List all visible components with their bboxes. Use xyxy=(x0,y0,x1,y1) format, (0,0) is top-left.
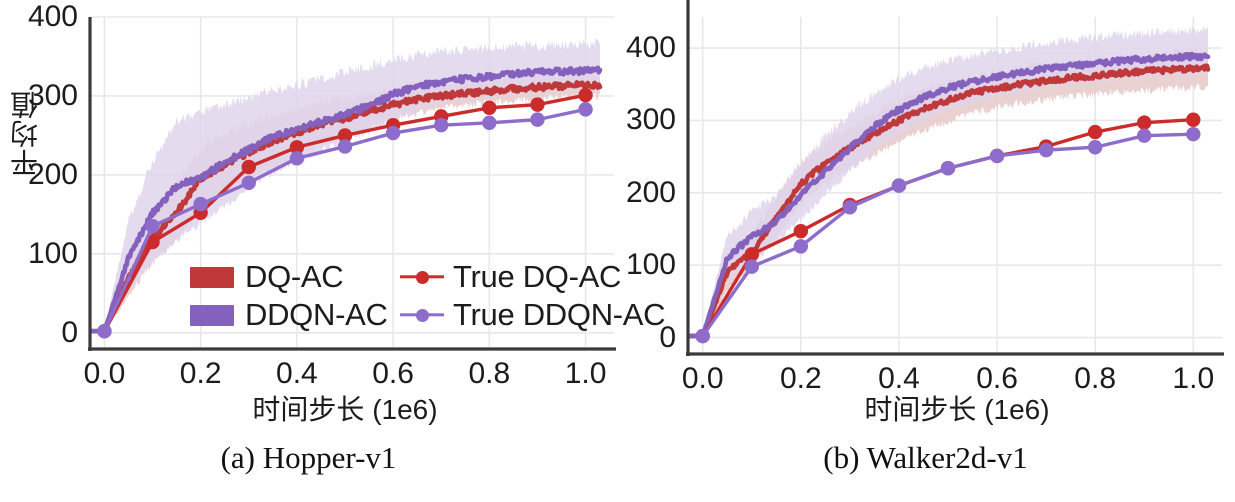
marker-true-dq-ac xyxy=(241,159,256,175)
y-tick-label: 100 xyxy=(27,236,78,270)
marker-true-ddqn-ac xyxy=(337,139,353,154)
marker-true-dq-ac xyxy=(289,140,305,155)
legend-entry-true-ddqn-ac[interactable]: True DDQN-AC xyxy=(400,297,666,333)
marker-true-ddqn-ac xyxy=(989,148,1005,164)
marker-true-ddqn-ac xyxy=(1087,140,1103,155)
y-tick-label: 0 xyxy=(659,320,676,354)
x-axis-label: 时间步长 (1e6) xyxy=(252,394,438,425)
marker-true-dq-ac xyxy=(793,223,809,239)
marker-true-ddqn-ac xyxy=(891,178,907,193)
marker-true-ddqn-ac xyxy=(1186,127,1201,142)
mean-line-ddqn-ac xyxy=(688,51,1211,339)
marker-true-ddqn-ac xyxy=(145,219,160,234)
marker-true-ddqn-ac xyxy=(434,117,449,133)
marker-true-dq-ac xyxy=(482,100,497,115)
marker-true-ddqn-ac xyxy=(289,151,305,166)
marker-true-ddqn-ac xyxy=(193,196,208,212)
legend-row: DDQN-AC True DDQN-AC xyxy=(190,296,666,334)
mean-line-ddqn-ac xyxy=(90,65,603,334)
x-tick-label: 0.6 xyxy=(372,357,414,390)
x-tick-label: 1.0 xyxy=(1172,362,1215,395)
marker-true-dq-ac xyxy=(578,87,593,103)
marker-true-dq-ac xyxy=(145,234,160,250)
marker-true-ddqn-ac xyxy=(530,112,545,127)
x-tick-label: 0.0 xyxy=(83,357,126,390)
marker-true-ddqn-ac xyxy=(97,324,112,339)
marker-true-ddqn-ac xyxy=(793,239,809,254)
marker-true-ddqn-ac xyxy=(1137,128,1152,143)
marker-true-ddqn-ac xyxy=(578,102,593,117)
legend-label-ddqn-ac: DDQN-AC xyxy=(245,297,388,332)
legend-row: DQ-AC True DQ-AC xyxy=(190,258,665,296)
y-tick-label: 400 xyxy=(27,0,78,33)
true-series xyxy=(695,112,1201,344)
y-tick-label: 0 xyxy=(61,315,78,349)
x-tick-label: 0.2 xyxy=(779,362,822,395)
chart-canvas-hopper xyxy=(88,16,616,351)
marker-true-ddqn-ac xyxy=(385,125,401,141)
legend-marker-true-dq-ac xyxy=(400,268,444,286)
x-tick-label: 0.6 xyxy=(976,362,1018,395)
chart-canvas-walker2d xyxy=(686,0,1224,356)
x-tick-label: 1.0 xyxy=(564,357,607,390)
marker-true-ddqn-ac xyxy=(940,161,956,176)
y-tick-label: 300 xyxy=(27,78,78,112)
marker-true-dq-ac xyxy=(337,128,353,143)
marker-true-ddqn-ac xyxy=(1038,142,1054,158)
y-tick-label: 100 xyxy=(625,248,676,282)
legend-marker-true-ddqn-ac xyxy=(400,306,444,324)
marker-true-ddqn-ac xyxy=(482,115,497,130)
legend-swatch-dq-ac xyxy=(190,266,234,288)
chart-legend: DQ-AC True DQ-AC DDQN-AC xyxy=(190,258,666,334)
x-tick-label: 0.4 xyxy=(276,357,318,390)
marker-true-ddqn-ac xyxy=(744,259,759,274)
marker-true-dq-ac xyxy=(744,247,759,262)
marker-true-ddqn-ac xyxy=(842,200,858,215)
panel-caption: (b) Walker2d-v1 xyxy=(823,440,1028,475)
panel-walker2d-v1: 时间步长 (1e6) (b) Walker2d-v1 0 100 200 300 400… xyxy=(617,0,1234,502)
band-ddqn-ac xyxy=(90,38,600,333)
true-series xyxy=(97,87,593,339)
marker-true-dq-ac xyxy=(530,97,545,112)
x-tick-label: 0.8 xyxy=(1074,362,1117,395)
mean-curves xyxy=(688,51,1211,339)
x-tick-label: 0.2 xyxy=(179,357,222,390)
y-tick-label: 200 xyxy=(625,175,676,209)
legend-swatch-ddqn-ac xyxy=(190,304,234,326)
legend-entry-true-dq-ac[interactable]: True DQ-AC xyxy=(400,259,621,295)
legend-label-dq-ac: DQ-AC xyxy=(245,259,344,294)
mean-curves xyxy=(90,65,603,334)
marker-true-dq-ac xyxy=(1087,124,1103,140)
marker-true-dq-ac xyxy=(1137,115,1152,130)
legend-entry-ddqn-ac[interactable]: DDQN-AC xyxy=(190,297,400,333)
x-tick-label: 0.8 xyxy=(468,357,511,390)
y-tick-label: 200 xyxy=(27,157,78,191)
marker-true-ddqn-ac xyxy=(241,175,256,190)
y-tick-label: 400 xyxy=(625,31,676,65)
marker-true-ddqn-ac xyxy=(695,328,710,344)
x-axis-label: 时间步长 (1e6) xyxy=(864,394,1050,425)
y-tick-label: 300 xyxy=(625,103,676,137)
panel-hopper-v1: 平均值 时间步长 (1e6) (a) Hopper-v1 DQ-AC True … xyxy=(0,0,666,502)
legend-label-true-dq-ac: True DQ-AC xyxy=(453,259,622,294)
marker-true-dq-ac xyxy=(1186,112,1201,127)
panel-caption: (a) Hopper-v1 xyxy=(220,440,397,475)
legend-label-true-ddqn-ac: True DDQN-AC xyxy=(453,297,666,332)
legend-entry-dq-ac[interactable]: DQ-AC xyxy=(190,259,400,295)
x-tick-label: 0.0 xyxy=(681,362,724,395)
x-tick-label: 0.4 xyxy=(878,362,920,395)
